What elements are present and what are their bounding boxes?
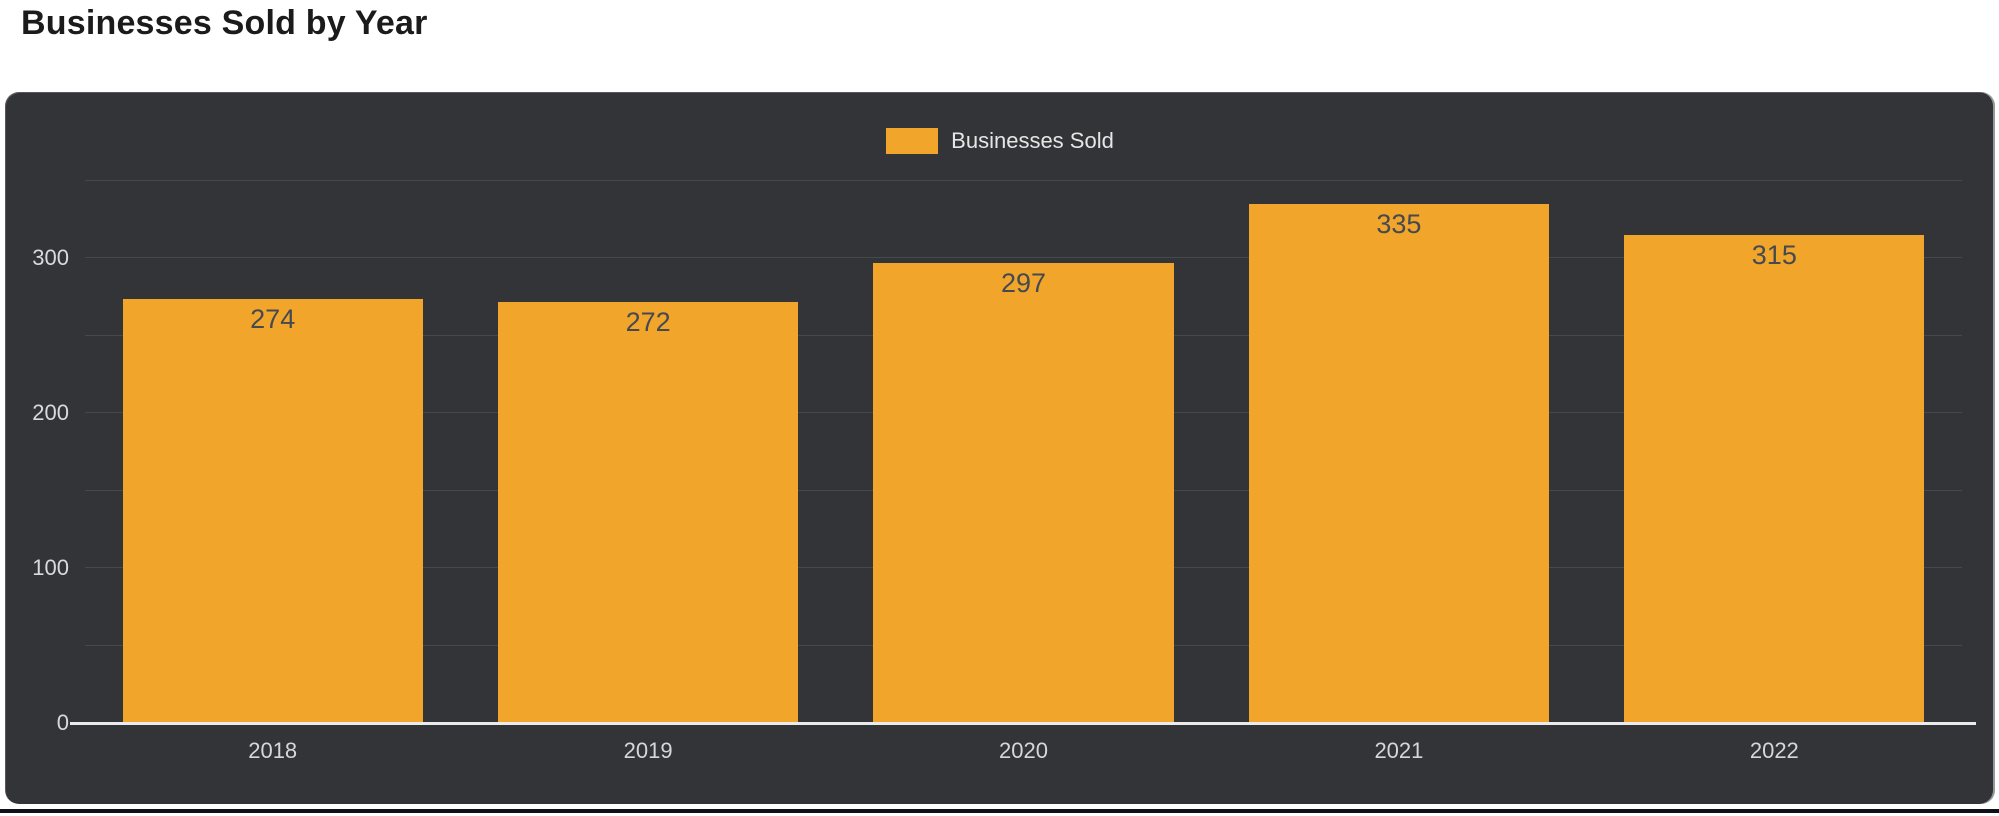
legend-item-businesses-sold[interactable]: Businesses Sold — [886, 128, 1114, 154]
y-tick-label-200: 200 — [32, 400, 69, 426]
y-tick-label-100: 100 — [32, 555, 69, 581]
bar-2019[interactable]: 272 — [497, 301, 799, 723]
bar-slot-2022: 315 2022 — [1587, 181, 1962, 763]
x-tick-label-2021: 2021 — [1374, 738, 1424, 763]
bar-2021[interactable]: 335 — [1248, 204, 1550, 723]
page-title: Businesses Sold by Year — [21, 4, 428, 42]
bar-slot-2020: 297 2020 — [836, 181, 1211, 763]
bar-value-label-2022: 315 — [1751, 240, 1797, 271]
bottom-divider — [0, 809, 1999, 813]
bar-slot-2019: 272 2019 — [460, 181, 835, 763]
bar-slots: 274 2018 272 2019 297 2020 335 2021 315 2022 — [85, 181, 1962, 763]
plot-area: 274 2018 272 2019 297 2020 335 2021 315 2022 0 100… — [32, 180, 1976, 763]
legend-swatch-icon — [886, 128, 939, 154]
bar-slot-2021: 335 2021 — [1211, 181, 1586, 763]
bar-value-label-2020: 297 — [1000, 268, 1047, 299]
y-tick-label-0: 0 — [56, 710, 69, 735]
x-axis-line — [70, 721, 1976, 725]
gridline-350 — [85, 180, 1962, 181]
x-tick-label-2018: 2018 — [248, 738, 298, 763]
y-tick-label-300: 300 — [32, 245, 69, 271]
bar-value-label-2018: 274 — [250, 303, 296, 334]
x-tick-label-2019: 2019 — [623, 738, 673, 763]
x-tick-label-2020: 2020 — [999, 738, 1048, 763]
bar-value-label-2021: 335 — [1376, 209, 1422, 240]
bar-2018[interactable]: 274 — [122, 298, 423, 723]
bar-2020[interactable]: 297 — [873, 263, 1174, 723]
x-tick-label-2022: 2022 — [1749, 738, 1799, 763]
bar-2022[interactable]: 315 — [1624, 235, 1925, 723]
legend: Businesses Sold — [5, 128, 1995, 154]
chart-panel: Businesses Sold 274 2018 272 2019 297 2020 335… — [5, 92, 1995, 804]
bar-value-label-2019: 272 — [625, 306, 671, 337]
bar-slot-2018: 274 2018 — [85, 181, 460, 763]
legend-label: Businesses Sold — [951, 128, 1114, 153]
gridline-300 — [85, 257, 1962, 259]
